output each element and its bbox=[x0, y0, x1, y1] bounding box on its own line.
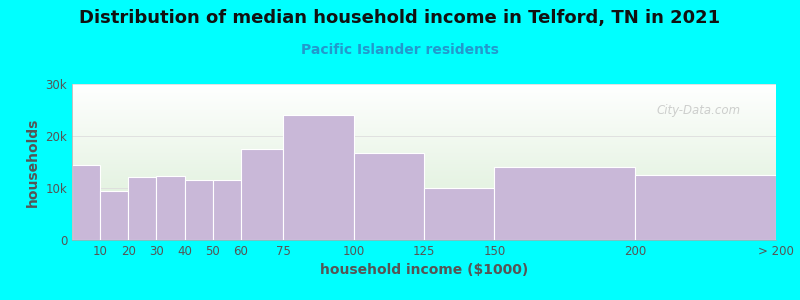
Bar bbox=[128, 177, 157, 240]
Bar bbox=[354, 153, 424, 240]
Bar bbox=[213, 180, 241, 240]
Bar bbox=[241, 149, 283, 240]
Bar bbox=[100, 190, 128, 240]
Text: Distribution of median household income in Telford, TN in 2021: Distribution of median household income … bbox=[79, 9, 721, 27]
Text: City-Data.com: City-Data.com bbox=[656, 104, 741, 117]
Y-axis label: households: households bbox=[26, 117, 40, 207]
X-axis label: household income ($1000): household income ($1000) bbox=[320, 263, 528, 278]
Bar bbox=[72, 165, 100, 240]
Bar bbox=[494, 167, 635, 240]
Text: Pacific Islander residents: Pacific Islander residents bbox=[301, 44, 499, 58]
Bar bbox=[157, 176, 185, 240]
Bar bbox=[635, 175, 776, 240]
Bar bbox=[185, 180, 213, 240]
Bar bbox=[283, 115, 354, 240]
Bar bbox=[424, 188, 494, 240]
